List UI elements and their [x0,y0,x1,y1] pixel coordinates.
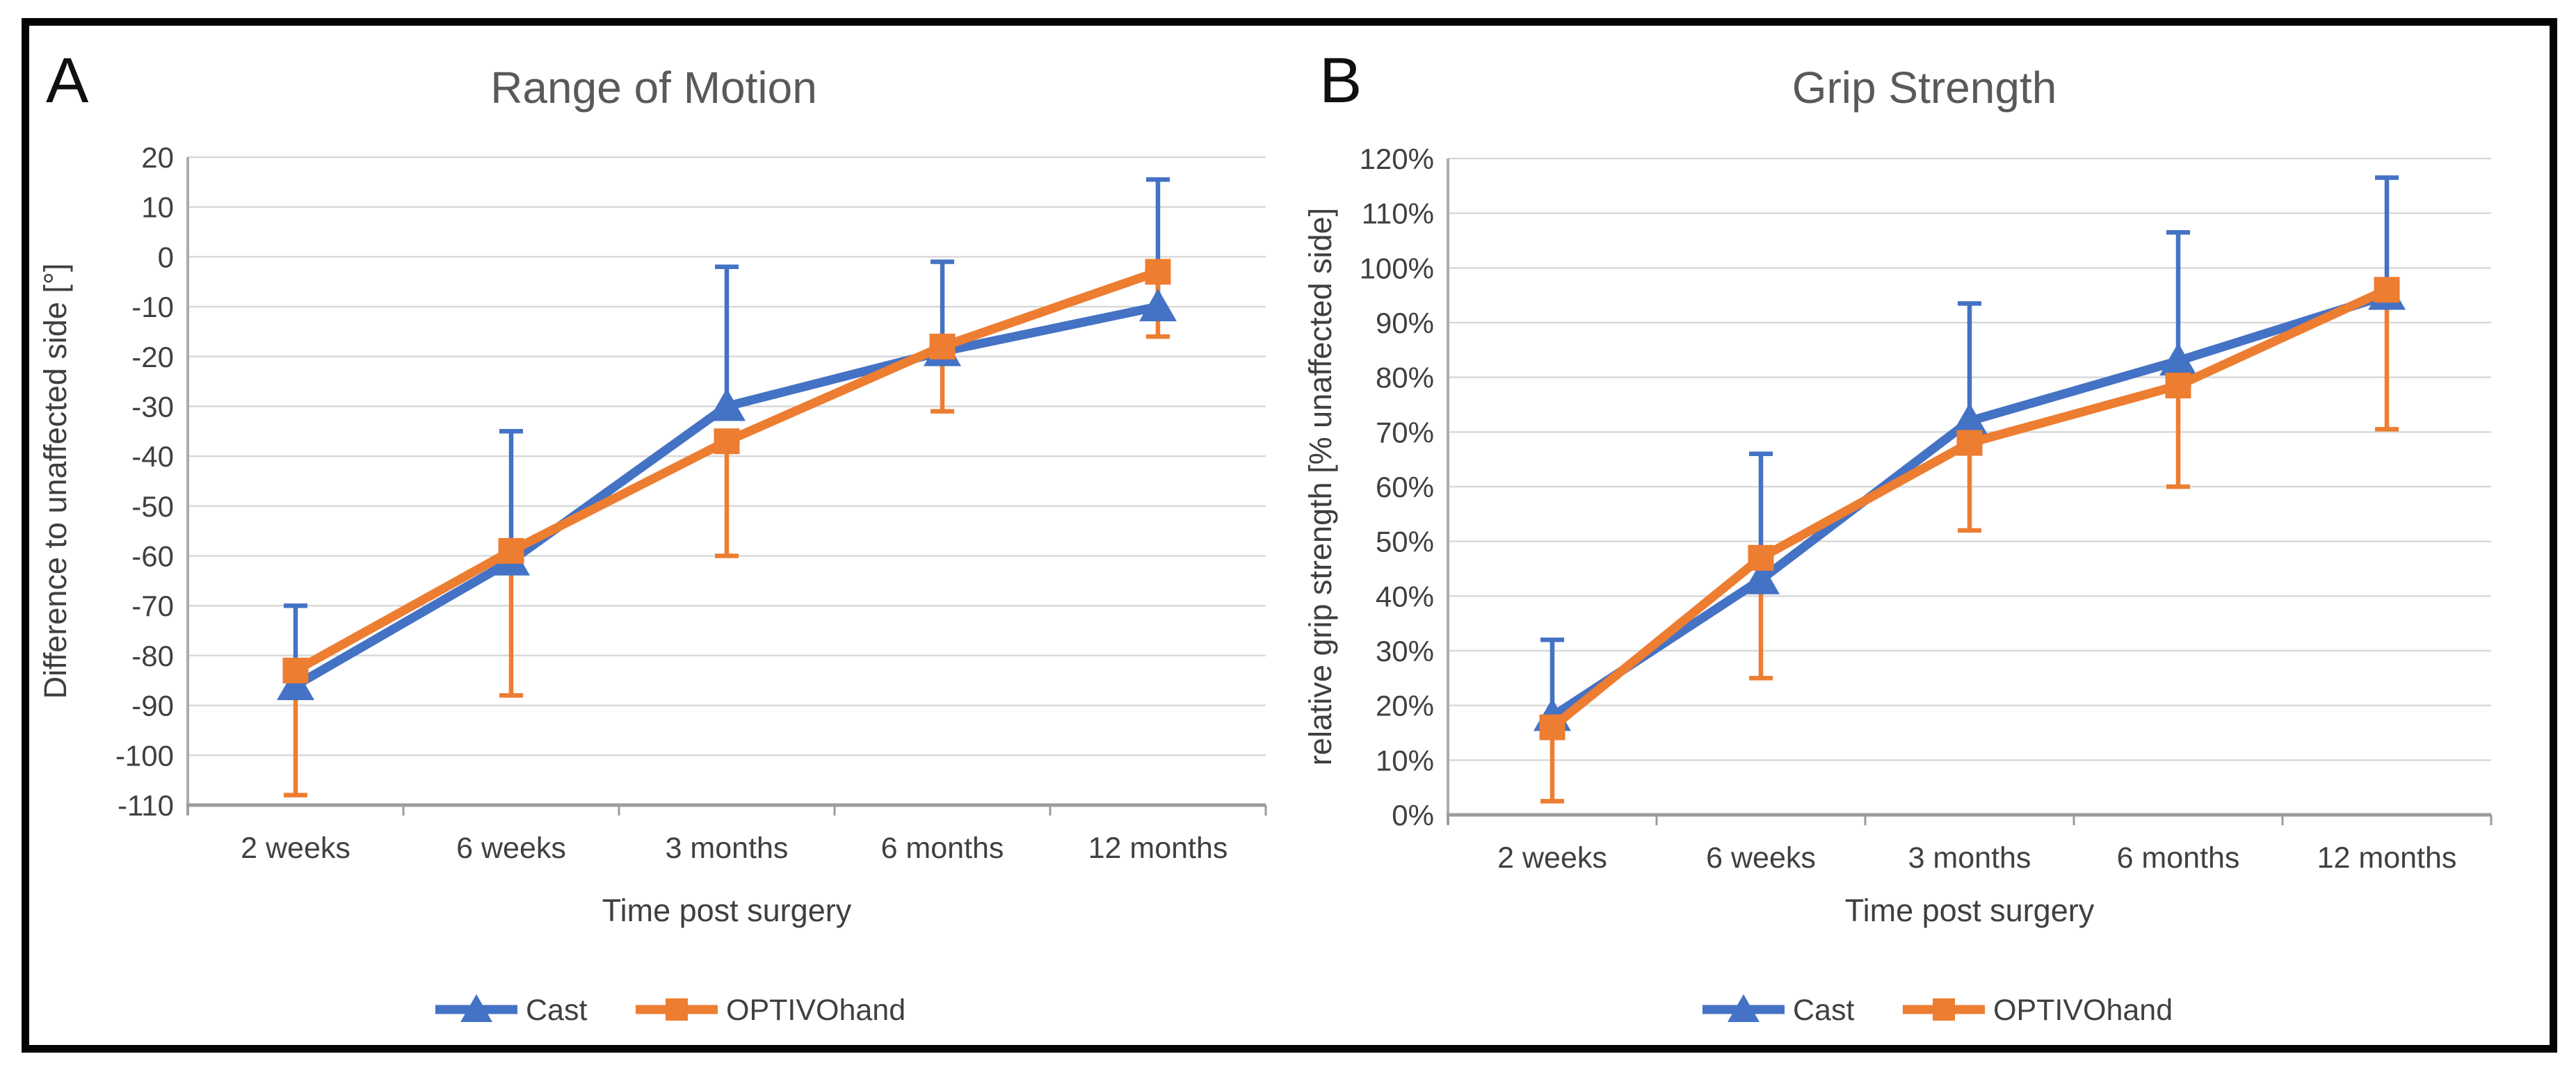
plot-area-a: -110-100-90-80-70-60-50-40-30-20-1001020… [115,141,1267,865]
optivohand-square-marker [714,428,740,455]
optivohand-square-marker [1145,259,1171,285]
legend-square-marker-icon [1933,998,1955,1021]
x-tick-label: 6 weeks [456,832,566,865]
x-tick-label: 2 weeks [1497,841,1607,875]
legend-square-marker-icon [666,998,688,1021]
y-axis-title-b: relative grip strength [% unaffected sid… [1303,208,1338,765]
optivohand-square-marker [929,333,956,359]
y-tick-label: 30% [1376,635,1434,667]
y-tick-label: -20 [131,341,174,373]
legend-item-cast: Cast [1702,994,1854,1027]
panel-letter-b: B [1319,45,1362,116]
y-tick-label: -50 [131,490,174,523]
y-tick-label: -10 [131,291,174,323]
legend-b: Cast OPTIVOhand [1702,994,2173,1027]
y-tick-label: 20 [141,141,174,174]
y-tick-label: 70% [1376,416,1434,448]
y-tick-label: 100% [1360,252,1434,284]
y-tick-label: 40% [1376,580,1434,613]
x-tick-label: 6 weeks [1706,841,1816,875]
optivohand-square-marker [1956,430,1983,456]
y-tick-label: 10% [1376,744,1434,777]
x-tick-label: 2 weeks [241,832,351,865]
optivohand-square-marker [282,657,309,683]
y-tick-label: -30 [131,390,174,423]
chart-panel-a: -110-100-90-80-70-60-50-40-30-20-1001020… [38,45,1267,1027]
y-tick-label: 0% [1392,799,1434,832]
legend-item-optivohand: OPTIVOhand [636,994,905,1027]
y-tick-label: 20% [1376,690,1434,722]
plot-area-b: 0% 10% 20% 30% 40% 50% 60% 70% 80% 90% 100% 110% 120… [1360,143,2493,875]
cast-triangle-marker [277,667,314,700]
y-tick-label: 110% [1362,197,1434,230]
cast-triangle-marker [2159,343,2197,376]
y-tick-label: -90 [131,690,174,722]
optivohand-square-marker [2165,372,2191,398]
y-tick-label: -60 [131,540,174,573]
y-tick-label: 0 [158,241,174,273]
x-tick-label: 6 months [881,832,1004,865]
y-tick-label: 10 [141,191,174,224]
chart-title-b: Grip Strength [1792,63,2057,113]
legend-item-optivohand: OPTIVOhand [1903,994,2173,1027]
x-tick-label: 3 months [1908,841,2031,875]
legend-triangle-marker-icon [460,994,492,1022]
x-tick-label: 12 months [1088,832,1228,865]
y-tick-label: -110 [118,789,174,822]
legend-label: Cast [1793,994,1854,1027]
panel-letter-a: A [46,45,89,116]
y-tick-label: 50% [1376,526,1434,558]
y-tick-label: -80 [131,640,174,672]
chart-title-a: Range of Motion [490,63,817,113]
cast-triangle-marker [1951,403,1988,436]
optivohand-square-marker [1539,714,1565,740]
y-tick-label: -100 [115,739,174,772]
y-tick-label: -40 [131,440,174,473]
cast-triangle-marker [1742,561,1780,594]
x-axis-title-b: Time post surgery [1845,893,2095,928]
legend-item-cast: Cast [435,994,587,1027]
legend-label: OPTIVOhand [1993,994,2173,1027]
cast-triangle-marker [1139,289,1177,322]
x-axis-title-a: Time post surgery [602,893,852,928]
optivohand-square-marker [2374,277,2400,303]
optivohand-square-marker [1748,544,1774,571]
x-tick-label: 6 months [2117,841,2240,875]
legend-label: Cast [526,994,587,1027]
legend-triangle-marker-icon [1728,994,1760,1022]
y-tick-label: -70 [131,590,174,622]
y-tick-label: 120% [1360,143,1434,175]
y-tick-label: 60% [1376,471,1434,503]
chart-panel-b: 0% 10% 20% 30% 40% 50% 60% 70% 80% 90% 100% 110% 120… [1303,45,2493,1027]
optivohand-square-marker [498,537,524,564]
legend-a: Cast OPTIVOhand [435,994,905,1027]
x-tick-label: 3 months [666,832,789,865]
legend-label: OPTIVOhand [726,994,905,1027]
y-axis-title-a: Difference to unaffected side [°] [38,264,73,699]
x-tick-label: 12 months [2317,841,2457,875]
y-tick-label: 90% [1376,307,1434,339]
cast-triangle-marker [708,388,746,421]
y-tick-label: 80% [1376,362,1434,394]
